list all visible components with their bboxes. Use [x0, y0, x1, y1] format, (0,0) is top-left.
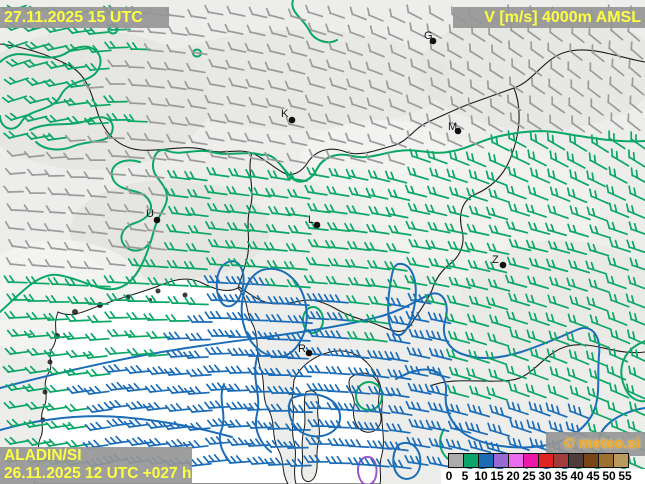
isotach-15ms-layer	[357, 455, 378, 484]
credit-label: © meteo.si	[546, 432, 645, 456]
city-dot	[499, 261, 507, 269]
city-dot	[288, 116, 296, 124]
colorbar-value: 5	[461, 469, 469, 483]
isotach-contour	[620, 340, 645, 403]
colorbar-swatch	[448, 453, 464, 468]
colorbar-background	[441, 469, 645, 484]
city-marker: R	[298, 343, 313, 357]
isotach-contour	[218, 383, 231, 463]
isotach-contour	[392, 441, 422, 480]
colorbar-swatch	[613, 453, 629, 468]
colorbar-value: 15	[490, 469, 504, 483]
city-label: K	[281, 108, 289, 120]
colorbar-swatch	[463, 453, 479, 468]
colorbar-swatch	[583, 453, 599, 468]
city-marker: L	[308, 214, 321, 229]
city-dot	[153, 216, 161, 224]
colorbar-swatches	[448, 453, 629, 468]
colorbar-swatch	[568, 453, 584, 468]
city-label: Z	[492, 254, 499, 266]
colorbar-swatch	[493, 453, 509, 468]
city-marker: M	[448, 121, 462, 135]
colorbar-swatch	[598, 453, 614, 468]
city-dot	[305, 349, 313, 357]
isotach-contour	[110, 159, 153, 252]
city-label: U	[146, 208, 154, 220]
city-label: G	[424, 30, 433, 42]
city-dot	[454, 127, 462, 135]
city-marker: K	[281, 108, 296, 124]
colorbar-swatch	[538, 453, 554, 468]
country-border	[429, 344, 645, 387]
colorbar-value: 20	[506, 469, 520, 483]
country-border	[238, 87, 520, 332]
city-marker: U	[146, 208, 161, 224]
colorbar-value: 25	[522, 469, 536, 483]
city-label: M	[448, 121, 457, 133]
city-markers-layer: G K M U L Z R	[146, 30, 507, 357]
city-dot	[429, 37, 437, 45]
colorbar-swatch	[508, 453, 524, 468]
isotach-contour	[240, 267, 308, 358]
city-marker: G	[424, 30, 437, 45]
city-dot	[313, 221, 321, 229]
model-info-box: ALADIN/SI 26.11.2025 12 UTC +027 h	[0, 447, 192, 484]
isotach-contour	[357, 455, 378, 484]
isotach-contour	[254, 353, 342, 453]
colorbar-value: 55	[618, 469, 632, 483]
isotach-contour	[0, 149, 263, 313]
city-label: L	[308, 214, 314, 226]
model-run-label: 26.11.2025 12 UTC +027 h	[4, 465, 192, 482]
colorbar-swatch	[478, 453, 494, 468]
colorbar-scale-values: 0 5 10 15 20 25 30 35 40 45 50 55	[441, 469, 645, 484]
isotach-contour	[291, 0, 338, 44]
country-border	[237, 152, 253, 289]
chart-title-label: V [m/s] 4000m AMSL	[453, 7, 645, 28]
colorbar-swatch	[553, 453, 569, 468]
colorbar-value: 45	[586, 469, 600, 483]
city-marker: Z	[492, 254, 507, 269]
colorbar-value: 35	[554, 469, 568, 483]
colorbar-swatch	[523, 453, 539, 468]
colorbar-value: 30	[538, 469, 552, 483]
city-label: R	[298, 343, 306, 355]
isotach-contour	[261, 130, 645, 183]
colorbar-value: 40	[570, 469, 584, 483]
country-border	[0, 43, 645, 175]
colorbar-value: 50	[602, 469, 616, 483]
sea-coastline-layer	[33, 278, 384, 484]
isotach-contour	[387, 262, 417, 337]
isotach-contour	[0, 45, 102, 130]
colorbar-value: 10	[474, 469, 488, 483]
model-name-label: ALADIN/SI	[4, 447, 82, 464]
colorbar-value: 0	[445, 469, 453, 483]
country-borders-layer	[0, 43, 645, 387]
valid-time-label: 27.11.2025 15 UTC	[0, 7, 169, 28]
